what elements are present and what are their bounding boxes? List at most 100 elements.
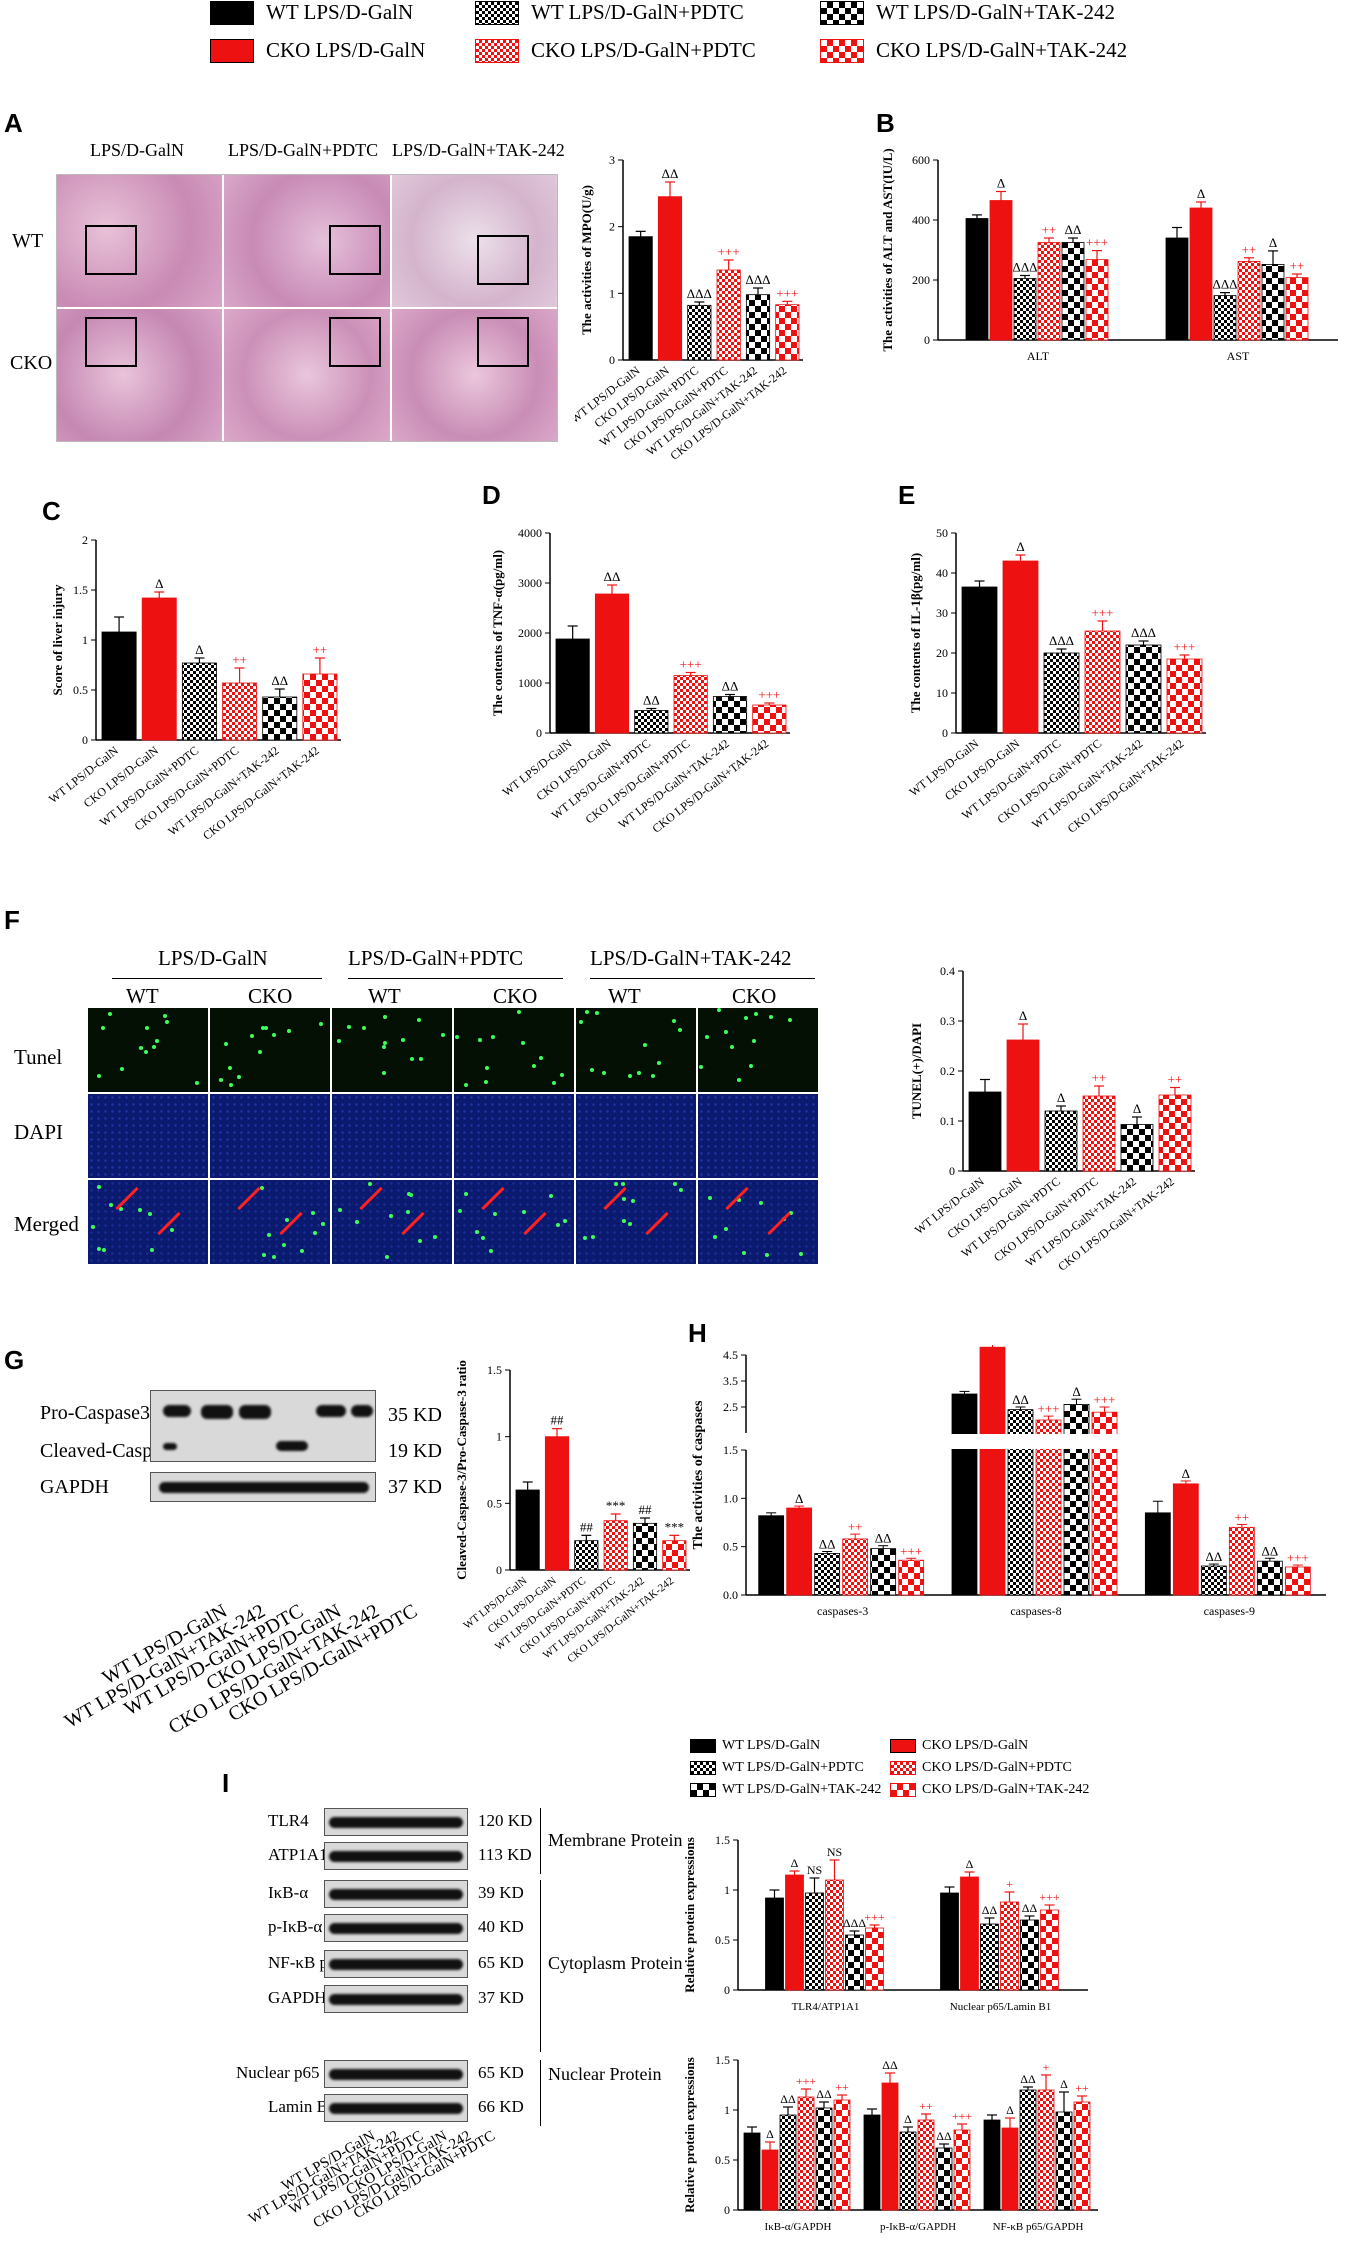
cell-dot <box>555 1223 560 1227</box>
tunel-sub-0: WT <box>126 984 159 1008</box>
histology-grid <box>56 174 558 442</box>
significance-label: ΔΔΔ <box>745 272 770 287</box>
cell-dot <box>578 1019 583 1024</box>
significance-label: ΔΔ <box>722 679 739 694</box>
cell-dot <box>637 1070 642 1075</box>
cell-dot <box>517 1009 522 1014</box>
legend-swatch <box>690 1761 716 1775</box>
significance-label: +++ <box>952 2109 973 2123</box>
cell-dot <box>539 1056 544 1061</box>
significance-label: ΔΔ <box>1205 1549 1222 1564</box>
significance-label: ++ <box>1290 258 1305 273</box>
cell-dot <box>337 1207 342 1212</box>
bar <box>1158 1094 1192 1172</box>
cell-dot <box>432 1234 437 1239</box>
kd-label: 39 KD <box>478 1883 524 1902</box>
significance-label: ΔΔΔ <box>1049 633 1074 648</box>
legend-label: WT LPS/D-GalN+TAK-242 <box>722 1782 882 1797</box>
blot-strip <box>324 1985 468 2013</box>
tunel-row-2: Merged <box>14 1212 79 1236</box>
bar <box>765 1897 784 1991</box>
cell-dot <box>266 1233 271 1238</box>
cell-dot <box>743 1016 748 1021</box>
cell-dot <box>749 1063 754 1068</box>
group-underline <box>590 978 815 979</box>
y-tick-label: 1000 <box>518 676 542 690</box>
legend-label: CKO LPS/D-GalN+TAK-242 <box>876 38 1128 62</box>
tunel-row-0: Tunel <box>14 1045 63 1069</box>
cell-dot <box>272 1032 277 1037</box>
bar <box>983 2119 1001 2211</box>
significance-label: Δ <box>1133 1101 1141 1116</box>
significance-label: ΔΔ <box>1012 1392 1029 1407</box>
significance-label: ++ <box>1042 222 1057 237</box>
bar <box>779 2114 797 2211</box>
significance-label: ΔΔ <box>1020 2072 1036 2086</box>
y-tick-label: 3 <box>609 153 615 167</box>
blot-strip <box>324 2060 468 2088</box>
significance-label: ## <box>580 1519 594 1534</box>
bar <box>940 1892 959 1991</box>
y-tick-label: 1 <box>724 1883 730 1897</box>
significance-label: Δ <box>1016 539 1024 554</box>
bar <box>1020 1919 1039 1991</box>
significance-label: ΔΔΔ <box>843 1916 866 1930</box>
cell-dot <box>286 1029 291 1034</box>
y-tick-label: 0 <box>609 353 615 367</box>
band <box>329 2103 463 2114</box>
y-tick-label: 1 <box>609 286 615 300</box>
significance-label: +++ <box>776 285 798 300</box>
blot-strip <box>324 1880 468 1908</box>
arrow-icon <box>481 1186 505 1210</box>
significance-label: ΔΔ <box>1022 1901 1038 1915</box>
histology-image <box>224 175 390 307</box>
significance-label: Δ <box>1197 186 1205 201</box>
tunel-image <box>576 1094 696 1178</box>
significance-label: Δ <box>966 1857 974 1871</box>
y-tick-label: 20 <box>936 646 948 660</box>
band <box>329 1923 463 1934</box>
cell-dot <box>385 1254 390 1259</box>
legend-swatch <box>475 38 519 63</box>
panel-label-i: I <box>222 1768 230 1798</box>
y-tick-label: 50 <box>936 526 948 540</box>
legend-swatch <box>690 1783 716 1797</box>
bar <box>1165 237 1189 341</box>
cell-dot <box>752 1039 757 1044</box>
cell-dot <box>151 1044 156 1049</box>
legend-swatch <box>890 1783 916 1797</box>
significance-label: Δ <box>904 2112 912 2126</box>
bar <box>743 2132 761 2211</box>
tunel-image <box>332 1094 452 1178</box>
protein-label: GAPDH <box>268 1988 327 2007</box>
y-tick-label: 1 <box>496 1430 502 1444</box>
bar <box>951 1393 978 1596</box>
cell-dot <box>223 1041 228 1046</box>
bar <box>814 1553 841 1596</box>
cell-dot <box>559 1073 564 1078</box>
cell-dot <box>678 1027 683 1032</box>
cell-dot <box>260 1185 265 1190</box>
legend-label: CKO LPS/D-GalN <box>922 1738 1029 1753</box>
cell-dot <box>381 1045 386 1050</box>
chart-d: 0 1000 2000 3000 4000 The contents of TNF-α(p… <box>490 526 790 836</box>
bar <box>745 294 771 361</box>
x-tick-label: IκB-α/GAPDH <box>765 2221 832 2233</box>
significance-label: ΔΔΔ <box>1212 277 1237 292</box>
cell-dot <box>480 1235 485 1240</box>
significance-label: +++ <box>1038 1401 1060 1416</box>
legend-swatch <box>475 0 519 25</box>
cell-dot <box>454 1035 459 1040</box>
bar <box>632 1522 658 1571</box>
tunel-image <box>698 1180 818 1264</box>
bar <box>101 631 137 741</box>
cell-dot <box>737 1197 742 1202</box>
cell-dot <box>118 1207 123 1212</box>
cell-dot <box>97 1074 101 1079</box>
legend-item: WT LPS/D-GalN+PDTC <box>690 1760 864 1776</box>
chart-g: 0 0.5 1 1.5 Cleaved-Caspase-3/Pro-Caspase-3 … <box>454 1360 690 1665</box>
fraction-nuclear: Nuclear Protein <box>548 2064 662 2084</box>
y-tick-label: 2.5 <box>723 1400 738 1414</box>
blot-strip <box>324 2094 468 2122</box>
band <box>329 1817 463 1828</box>
